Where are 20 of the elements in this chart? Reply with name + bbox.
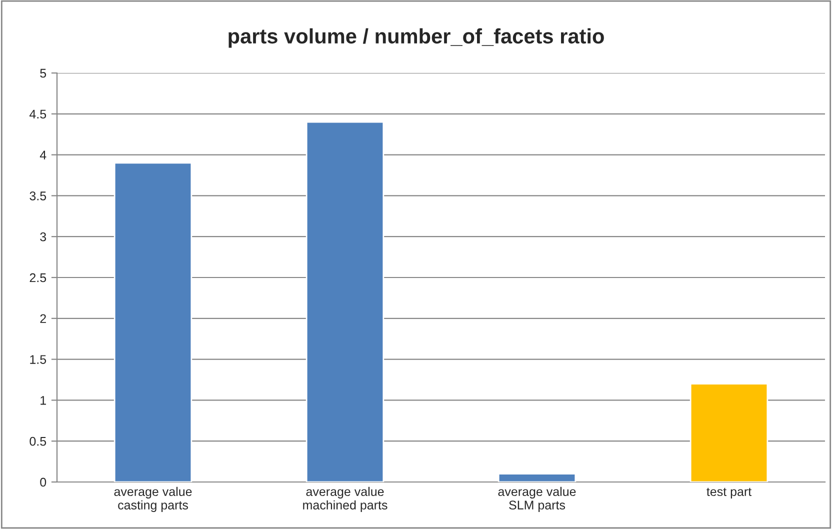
y-tick-label: 4 [40,150,46,160]
y-tick-label: 3 [40,232,46,242]
x-tick-label: test part [706,488,752,499]
bar [114,162,192,482]
bar [690,383,768,482]
x-tick-label: average value SLM parts [498,486,576,512]
bar [306,121,384,482]
x-tick-label: average value machined parts [303,486,388,512]
y-tick-label: 2.5 [30,273,46,282]
y-tick-label: 4.5 [29,110,46,119]
y-tick-label: 5 [40,68,46,78]
x-tick-label: average value casting parts [114,486,192,512]
y-tick-label: 2 [40,314,46,323]
bar [498,473,576,482]
y-tick-label: 0 [40,478,46,487]
y-tick-label: 1.5 [30,355,46,364]
y-tick-label: 0.5 [30,436,46,446]
y-tick-label: 1 [40,396,46,405]
y-tick-label: 3.5 [30,192,46,200]
chart-title: parts volume / number_of_facets ratio [228,28,604,48]
